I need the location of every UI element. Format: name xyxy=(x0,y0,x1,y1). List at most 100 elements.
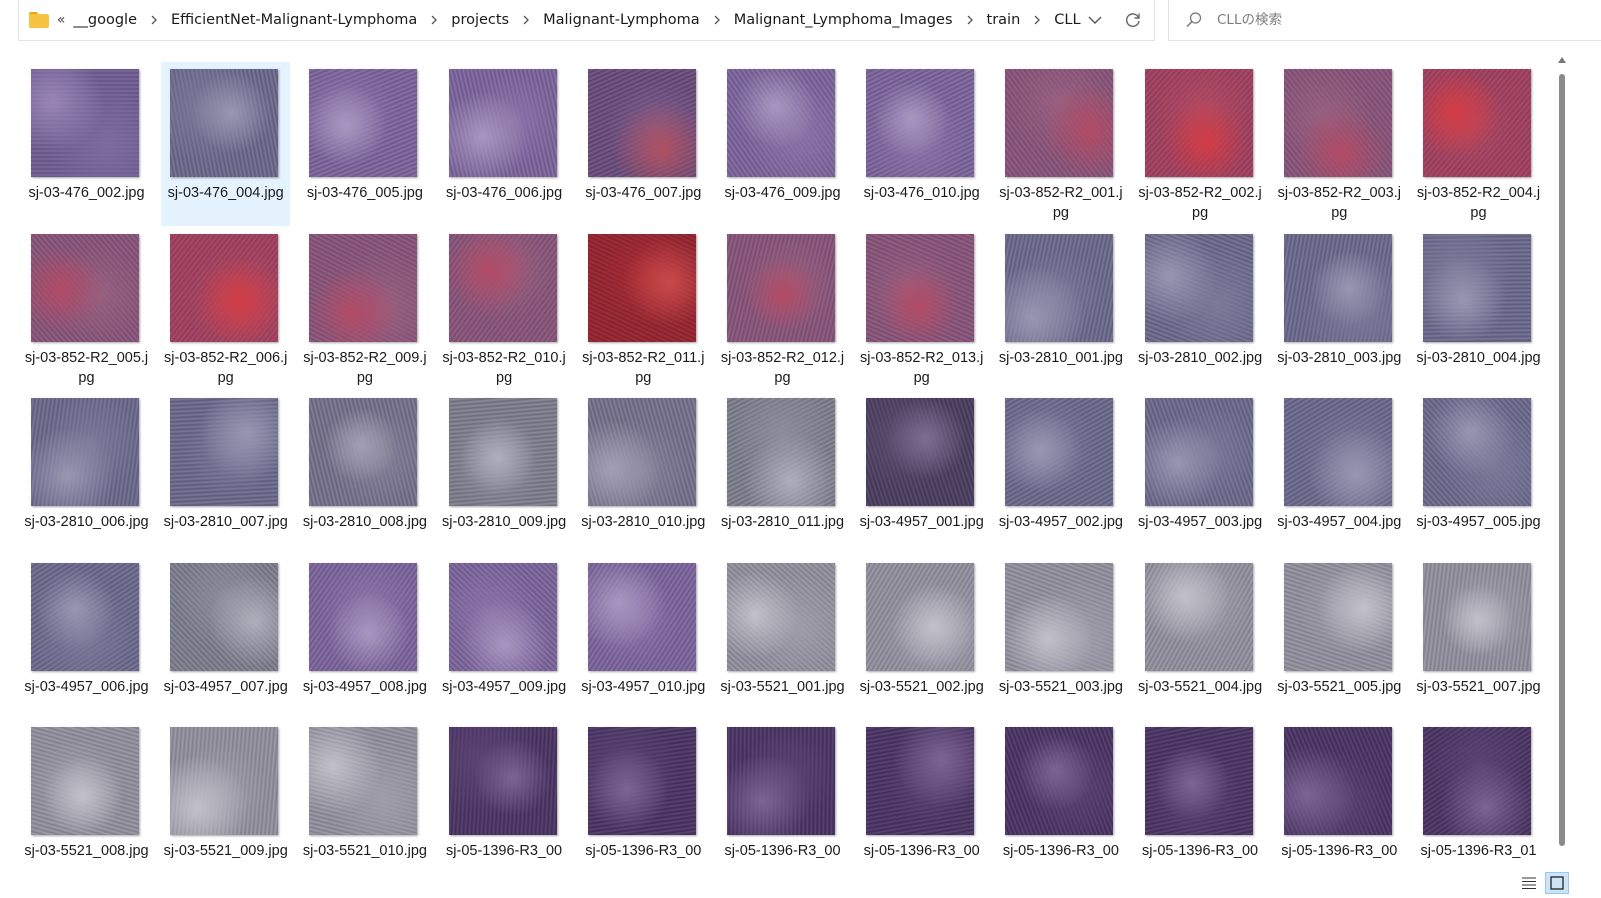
file-name: sj-03-5521_002.jpg xyxy=(859,678,984,695)
breadcrumb-separator[interactable] xyxy=(515,10,537,30)
breadcrumb-separator[interactable] xyxy=(706,10,728,30)
file-item[interactable]: sj-03-4957_009.jpg xyxy=(440,556,569,720)
breadcrumb-item[interactable]: projects xyxy=(451,12,510,28)
file-item[interactable]: sj-03-5521_010.jpg xyxy=(300,720,429,870)
file-name: sj-05-1396-R3_00 xyxy=(724,843,841,859)
file-item[interactable]: sj-03-852-R2_012.jpg xyxy=(718,227,847,391)
file-item[interactable]: sj-03-852-R2_006.jpg xyxy=(161,227,290,391)
address-history-dropdown[interactable] xyxy=(1081,5,1111,35)
file-item[interactable]: sj-03-852-R2_003.jpg xyxy=(1275,62,1404,226)
file-item[interactable]: sj-03-476_007.jpg xyxy=(579,62,708,226)
file-item[interactable]: sj-03-5521_008.jpg xyxy=(22,720,151,870)
breadcrumb-overflow[interactable]: « xyxy=(56,12,66,28)
file-item[interactable]: sj-05-1396-R3_00 xyxy=(718,720,847,870)
file-item[interactable]: sj-03-852-R2_009.jpg xyxy=(300,227,429,391)
file-item[interactable]: sj-03-2810_011.jpg xyxy=(718,391,847,555)
file-item[interactable]: sj-03-852-R2_013.jpg xyxy=(857,227,986,391)
chevron-right-icon xyxy=(967,15,973,25)
search-input[interactable] xyxy=(1217,12,1577,28)
breadcrumb-item[interactable]: Malignant_Lymphoma_Images xyxy=(733,12,953,28)
file-thumbnail xyxy=(31,233,139,342)
file-item[interactable]: sj-03-2810_010.jpg xyxy=(579,391,708,555)
file-item[interactable]: sj-03-5521_005.jpg xyxy=(1275,556,1404,720)
file-item[interactable]: sj-03-5521_007.jpg xyxy=(1414,556,1543,720)
scroll-up-arrow-icon[interactable] xyxy=(1558,56,1566,64)
file-item[interactable]: sj-03-476_009.jpg xyxy=(718,62,847,226)
scrollbar-thumb[interactable] xyxy=(1559,74,1565,846)
file-thumbnail xyxy=(1423,398,1531,506)
breadcrumb-item[interactable]: CLL xyxy=(1054,12,1081,28)
file-item[interactable]: sj-03-5521_001.jpg xyxy=(718,556,847,720)
file-item[interactable]: sj-03-2810_004.jpg xyxy=(1414,227,1543,391)
file-item[interactable]: sj-03-4957_010.jpg xyxy=(579,556,708,720)
file-thumbnail xyxy=(31,69,139,177)
file-item[interactable]: sj-03-476_002.jpg xyxy=(22,62,151,226)
file-thumbnail xyxy=(448,233,557,342)
file-item[interactable]: sj-03-2810_006.jpg xyxy=(22,391,151,555)
file-item[interactable]: sj-05-1396-R3_00 xyxy=(1136,720,1265,870)
file-item[interactable]: sj-03-852-R2_011.jpg xyxy=(579,227,708,391)
file-thumbnail xyxy=(866,562,975,671)
breadcrumb-item[interactable]: __google xyxy=(73,12,137,28)
file-item[interactable]: sj-05-1396-R3_00 xyxy=(579,720,708,870)
file-name: sj-05-1396-R3_00 xyxy=(446,843,563,859)
file-item[interactable]: sj-03-2810_008.jpg xyxy=(300,391,429,555)
file-item[interactable]: sj-05-1396-R3_01 xyxy=(1414,720,1543,870)
file-item[interactable]: sj-03-4957_007.jpg xyxy=(161,556,290,720)
vertical-scrollbar[interactable] xyxy=(1556,56,1568,849)
file-item[interactable]: sj-03-4957_008.jpg xyxy=(300,556,429,720)
file-name: sj-03-2810_008.jpg xyxy=(302,514,427,530)
file-item[interactable]: sj-03-4957_001.jpg xyxy=(857,391,986,555)
large-icons-view-button[interactable] xyxy=(1545,872,1569,894)
file-item[interactable]: sj-03-2810_002.jpg xyxy=(1136,227,1265,391)
file-item[interactable]: sj-03-852-R2_002.jpg xyxy=(1136,62,1265,226)
file-name: sj-03-4957_008.jpg xyxy=(302,678,427,695)
file-item[interactable]: sj-03-5521_002.jpg xyxy=(857,556,986,720)
details-view-button[interactable] xyxy=(1518,872,1540,894)
file-item[interactable]: sj-03-476_005.jpg xyxy=(300,62,429,226)
breadcrumb-separator[interactable] xyxy=(423,10,445,30)
breadcrumb-item[interactable]: Malignant-Lymphoma xyxy=(543,12,700,28)
file-item[interactable]: sj-03-476_006.jpg xyxy=(440,62,569,226)
file-item[interactable]: sj-05-1396-R3_00 xyxy=(857,720,986,870)
file-name: sj-03-5521_010.jpg xyxy=(302,843,427,859)
file-name: sj-03-4957_005.jpg xyxy=(1416,514,1541,530)
breadcrumb-item[interactable]: EfficientNet-Malignant-Lymphoma xyxy=(171,12,418,28)
search-box[interactable] xyxy=(1168,0,1601,41)
file-thumbnail xyxy=(727,69,835,177)
file-thumbnail xyxy=(866,233,975,342)
file-item[interactable]: sj-03-4957_006.jpg xyxy=(22,556,151,720)
file-item[interactable]: sj-03-4957_005.jpg xyxy=(1414,391,1543,555)
breadcrumb-separator[interactable] xyxy=(959,10,981,30)
file-item[interactable]: sj-03-2810_001.jpg xyxy=(996,227,1125,391)
file-list-pane[interactable]: sj-03-476_002.jpg sj-03-476_004.jpg sj-03-… xyxy=(0,42,1581,870)
file-item[interactable]: sj-03-4957_002.jpg xyxy=(996,391,1125,555)
file-item[interactable]: sj-03-5521_009.jpg xyxy=(161,720,290,870)
file-item[interactable]: sj-03-852-R2_001.jpg xyxy=(996,62,1125,226)
file-thumbnail xyxy=(1423,727,1531,835)
file-item[interactable]: sj-03-476_010.jpg xyxy=(857,62,986,226)
file-item[interactable]: sj-03-2810_007.jpg xyxy=(161,391,290,555)
file-item[interactable]: sj-03-4957_004.jpg xyxy=(1275,391,1404,555)
file-item[interactable]: sj-03-852-R2_010.jpg xyxy=(440,227,569,391)
address-bar[interactable]: « __google EfficientNet-Malignant-Lymphom… xyxy=(18,0,1155,41)
breadcrumb-separator[interactable] xyxy=(1026,10,1048,30)
file-item[interactable]: sj-03-476_004.jpg xyxy=(161,62,291,226)
breadcrumb-separator[interactable] xyxy=(143,10,165,30)
refresh-button[interactable] xyxy=(1118,5,1148,35)
file-name: sj-03-4957_006.jpg xyxy=(24,678,149,695)
file-item[interactable]: sj-03-2810_009.jpg xyxy=(440,391,569,555)
file-thumbnail xyxy=(448,562,557,671)
file-item[interactable]: sj-03-852-R2_004.jpg xyxy=(1414,62,1543,226)
file-item[interactable]: sj-03-4957_003.jpg xyxy=(1136,391,1265,555)
breadcrumb-item[interactable]: train xyxy=(986,12,1021,28)
file-thumbnail xyxy=(309,69,418,177)
file-item[interactable]: sj-03-5521_004.jpg xyxy=(1136,556,1265,720)
file-item[interactable]: sj-05-1396-R3_00 xyxy=(440,720,569,870)
file-item[interactable]: sj-05-1396-R3_00 xyxy=(1275,720,1404,870)
file-item[interactable]: sj-03-2810_003.jpg xyxy=(1275,227,1404,391)
file-item[interactable]: sj-03-5521_003.jpg xyxy=(996,556,1125,720)
file-item[interactable]: sj-03-852-R2_005.jpg xyxy=(22,227,151,391)
file-item[interactable]: sj-05-1396-R3_00 xyxy=(996,720,1125,870)
file-thumbnail xyxy=(1283,398,1392,506)
